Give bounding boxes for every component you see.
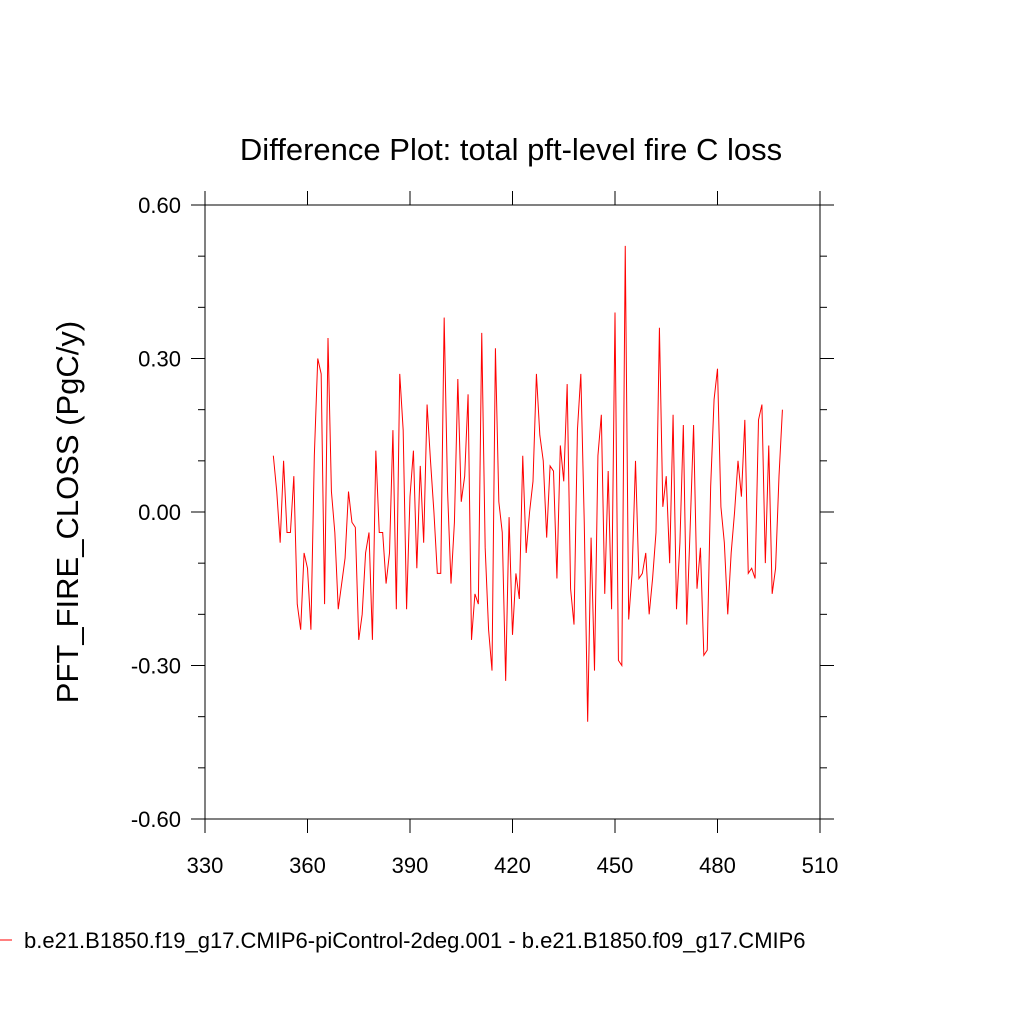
legend-entry-label: b.e21.B1850.f19_g17.CMIP6-piControl-2deg… — [24, 928, 806, 953]
plot-area — [204, 204, 821, 820]
axis-ticks — [191, 191, 834, 833]
y-tick-label: -0.30 — [131, 654, 181, 679]
y-tick-label: 0.00 — [138, 500, 181, 525]
x-tick-label: 330 — [187, 853, 224, 878]
x-tick-label: 480 — [699, 853, 736, 878]
y-axis-label: PFT_FIRE_CLOSS (PgC/y) — [50, 321, 85, 703]
x-tick-label: 420 — [494, 853, 531, 878]
series-group — [272, 245, 783, 722]
x-tick-label: 510 — [802, 853, 839, 878]
plot-frame — [204, 204, 821, 820]
x-tick-label: 450 — [597, 853, 634, 878]
axis-tick-labels: 330 360 390 420 450 480 510 -0.60 -0.30 0.00 0.30 0… — [131, 193, 839, 878]
series-line-0 — [272, 245, 783, 722]
y-tick-label: 0.30 — [138, 347, 181, 372]
y-tick-label: -0.60 — [131, 807, 181, 832]
y-tick-label: 0.60 — [138, 193, 181, 218]
x-tick-label: 360 — [289, 853, 326, 878]
legend: b.e21.B1850.f19_g17.CMIP6-piControl-2deg… — [0, 928, 806, 953]
x-tick-label: 390 — [392, 853, 429, 878]
chart-title: Difference Plot: total pft-level fire C … — [240, 132, 782, 167]
